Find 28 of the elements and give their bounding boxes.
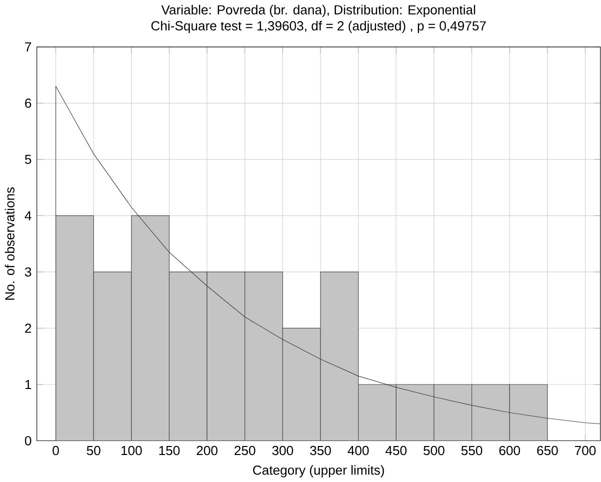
chart-subtitle: Chi-Square test = 1,39603, df = 2 (adjusted) , p = 0,49757 <box>151 20 486 33</box>
line-series <box>55 86 600 441</box>
x-tick-label: 150 <box>159 446 180 456</box>
x-tick-label: 450 <box>386 446 407 456</box>
x-tick-label: 50 <box>86 446 100 456</box>
chart-title: Variable: Povreda (br. dana), Distribution: Exponential <box>161 4 476 17</box>
x-axis-title: Category (upper limits) <box>253 465 384 478</box>
x-tick-label: 700 <box>574 446 596 456</box>
y-tick-label: 3 <box>24 267 32 277</box>
x-tick-label: 650 <box>537 446 558 456</box>
x-tick-label: 100 <box>121 446 142 456</box>
x-tick-label: 500 <box>424 446 444 456</box>
y-tick-label: 2 <box>25 324 32 333</box>
x-tick-label: 350 <box>310 446 331 456</box>
y-tick-label: 0 <box>24 436 32 446</box>
y-tick-label: 1 <box>25 380 32 389</box>
y-tick-label: 4 <box>24 211 32 220</box>
y-tick-label: 5 <box>24 154 32 164</box>
y-tick-label: 7 <box>25 42 32 52</box>
x-tick-label: 400 <box>348 446 369 456</box>
x-tick-label: 200 <box>196 446 218 456</box>
x-tick-label: 250 <box>234 446 256 456</box>
x-tick-label: 300 <box>272 446 294 456</box>
y-axis-title: No. of observations <box>4 187 14 300</box>
x-tick-label: 0 <box>52 446 59 456</box>
x-tick-label: 550 <box>461 446 482 456</box>
x-tick-label: 600 <box>499 446 520 456</box>
y-tick-label: 6 <box>25 98 32 108</box>
